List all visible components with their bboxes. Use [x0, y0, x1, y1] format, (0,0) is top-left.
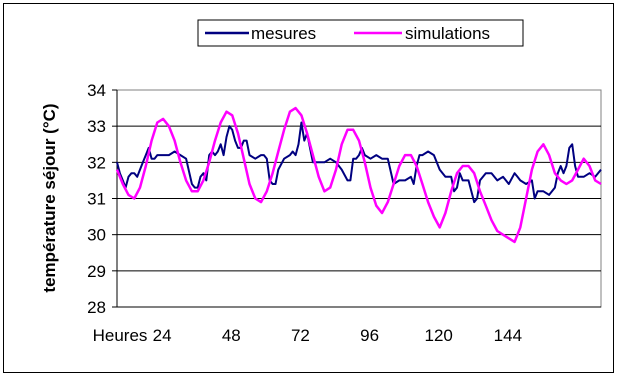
series-line-mesures — [116, 121, 602, 204]
y-axis-label: température séjour (°C) — [40, 103, 59, 292]
legend: mesures simulations — [197, 19, 524, 47]
y-tick-label: 30 — [87, 226, 106, 245]
legend-label-mesures: mesures — [251, 24, 316, 43]
axes — [112, 89, 601, 308]
gridlines — [117, 125, 601, 272]
x-tick-label: 24 — [153, 326, 172, 345]
series-line-simulations — [115, 106, 602, 244]
y-tick-label: 29 — [87, 262, 106, 281]
x-tick-label: 96 — [360, 326, 379, 345]
y-tick-label: 31 — [87, 190, 106, 209]
x-tick-label: 72 — [291, 326, 310, 345]
x-tick-label: 120 — [425, 326, 453, 345]
legend-label-simulations: simulations — [405, 24, 490, 43]
y-tick-label: 33 — [87, 117, 106, 136]
x-tick-label: 144 — [494, 326, 522, 345]
y-tick-label: 32 — [87, 153, 106, 172]
y-tick-label: 28 — [87, 298, 106, 317]
x-tick-label-heures: Heures — [93, 326, 148, 345]
x-tick-labels: Heures 24 48 72 96 120 144 — [93, 326, 522, 345]
y-tick-label: 34 — [87, 81, 106, 100]
x-tick-label: 48 — [222, 326, 241, 345]
series-lines — [115, 106, 602, 244]
y-tick-labels: 28 29 30 31 32 33 34 — [87, 81, 106, 317]
